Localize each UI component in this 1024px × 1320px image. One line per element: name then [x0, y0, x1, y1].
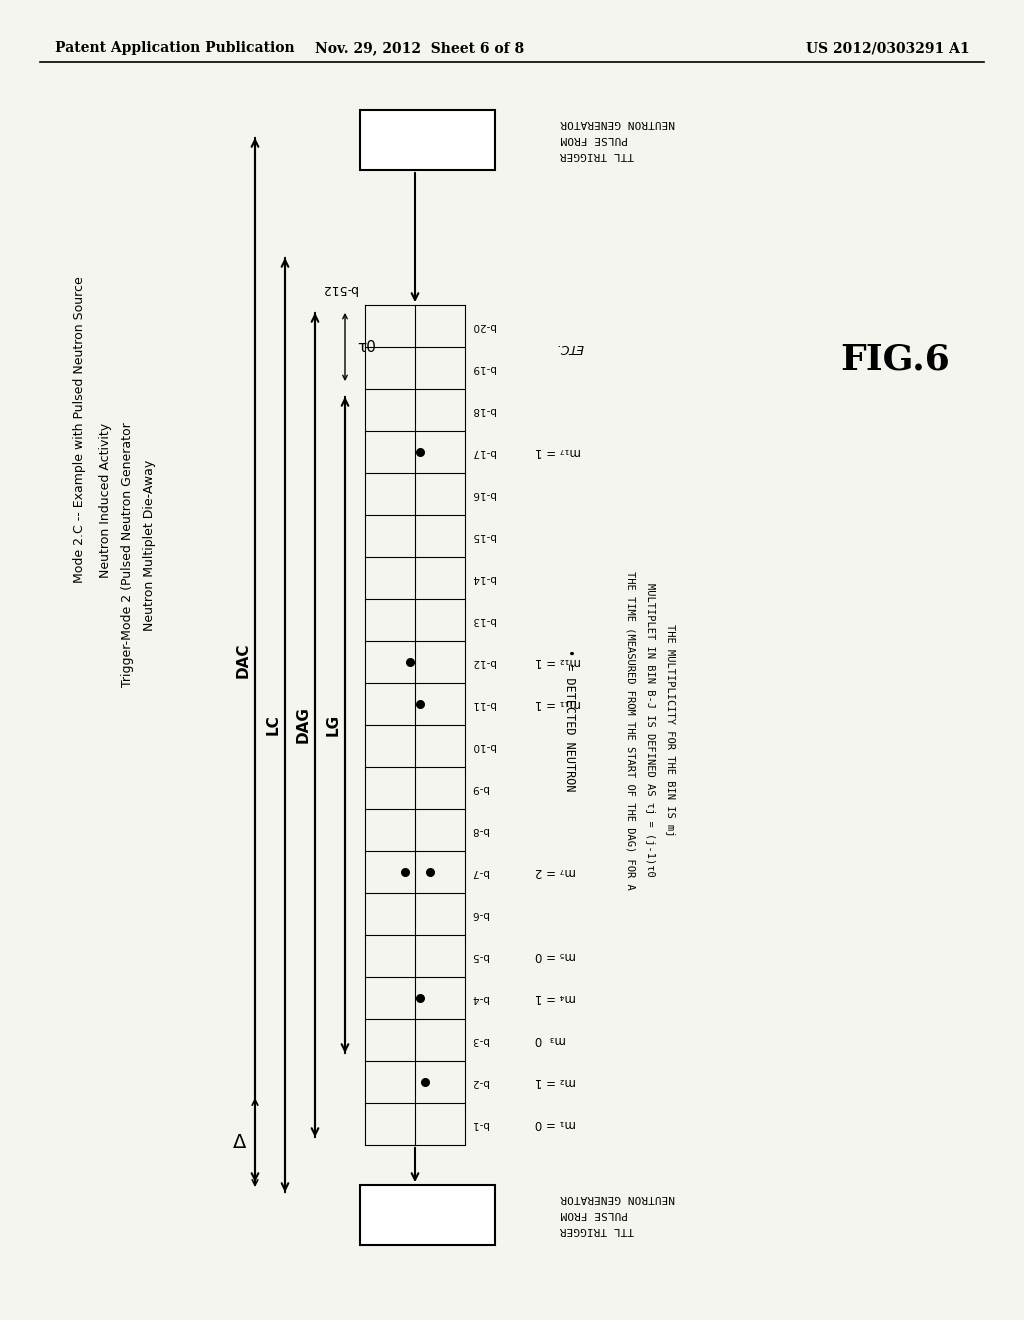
Text: b-1: b-1 — [471, 1119, 488, 1129]
Text: b-15: b-15 — [471, 531, 495, 541]
Text: LG: LG — [326, 714, 341, 737]
Bar — [360, 110, 495, 170]
Text: b-16: b-16 — [471, 488, 495, 499]
Text: US 2012/0303291 A1: US 2012/0303291 A1 — [806, 41, 970, 55]
Text: ETC.: ETC. — [555, 341, 584, 354]
Text: Neutron Multiplet Die-Away: Neutron Multiplet Die-Away — [143, 459, 157, 631]
Text: b-6: b-6 — [471, 909, 488, 919]
Text: b-19: b-19 — [471, 363, 495, 374]
Text: b-11: b-11 — [471, 700, 495, 709]
Text: b-5: b-5 — [471, 950, 488, 961]
Text: m₃  0: m₃ 0 — [535, 1034, 566, 1047]
Text: THE TIME (MEASURED FROM THE START OF THE DAG) FOR A: THE TIME (MEASURED FROM THE START OF THE… — [625, 570, 635, 890]
Bar — [360, 1185, 495, 1245]
Text: τ0: τ0 — [357, 339, 376, 355]
Text: TTL TRIGGER: TTL TRIGGER — [560, 150, 634, 160]
Text: LC: LC — [265, 714, 281, 735]
Text: b-13: b-13 — [471, 615, 495, 624]
Text: b-17: b-17 — [471, 447, 495, 457]
Text: m₂ = 1: m₂ = 1 — [535, 1076, 577, 1089]
Text: b-18: b-18 — [471, 405, 495, 414]
Text: b-4: b-4 — [471, 993, 488, 1003]
Text: b-7: b-7 — [471, 867, 488, 876]
Text: DAC: DAC — [236, 643, 251, 677]
Text: Patent Application Publication: Patent Application Publication — [55, 41, 295, 55]
Text: b-2: b-2 — [471, 1077, 488, 1086]
Text: b-10: b-10 — [471, 741, 495, 751]
Text: b-512: b-512 — [321, 282, 357, 294]
Text: m₄ = 1: m₄ = 1 — [535, 991, 577, 1005]
Text: Trigger-Mode 2 (Pulsed Neutron Generator: Trigger-Mode 2 (Pulsed Neutron Generator — [122, 422, 134, 688]
Text: m₅ = 0: m₅ = 0 — [535, 949, 575, 962]
Text: NEUTRON GENERATOR: NEUTRON GENERATOR — [560, 117, 675, 128]
Text: FIG.6: FIG.6 — [840, 343, 950, 378]
Text: • = DETECTED NEUTRON: • = DETECTED NEUTRON — [563, 648, 577, 791]
Text: b-14: b-14 — [471, 573, 495, 583]
Text: THE MULTIPLICITY FOR THE BIN IS mj: THE MULTIPLICITY FOR THE BIN IS mj — [665, 624, 675, 837]
Text: DAG: DAG — [296, 706, 310, 743]
Text: b-20: b-20 — [471, 321, 495, 331]
Text: b-3: b-3 — [471, 1035, 488, 1045]
Text: m₇ = 2: m₇ = 2 — [535, 866, 577, 879]
Text: b-8: b-8 — [471, 825, 488, 836]
Text: m₁ = 0: m₁ = 0 — [535, 1118, 577, 1130]
Text: b-12: b-12 — [471, 657, 495, 667]
Text: Mode 2.C -- Example with Pulsed Neutron Source: Mode 2.C -- Example with Pulsed Neutron … — [74, 277, 86, 583]
Text: m₁₂ = 1: m₁₂ = 1 — [535, 656, 581, 668]
Text: m₁₁ = 1: m₁₁ = 1 — [535, 697, 582, 710]
Text: PULSE FROM: PULSE FROM — [560, 1209, 628, 1218]
Text: b-9: b-9 — [471, 783, 488, 793]
Text: m₁₇ = 1: m₁₇ = 1 — [535, 446, 581, 458]
Text: Δ: Δ — [233, 1133, 247, 1152]
Text: Neutron Induced Activity: Neutron Induced Activity — [98, 422, 112, 578]
Text: Nov. 29, 2012  Sheet 6 of 8: Nov. 29, 2012 Sheet 6 of 8 — [315, 41, 524, 55]
Text: MULTIPLET IN BIN B-J IS DEFINED AS τj = (j-1)τ0: MULTIPLET IN BIN B-J IS DEFINED AS τj = … — [645, 583, 655, 876]
Text: NEUTRON GENERATOR: NEUTRON GENERATOR — [560, 1193, 675, 1203]
Text: PULSE FROM: PULSE FROM — [560, 135, 628, 144]
Text: TTL TRIGGER: TTL TRIGGER — [560, 1225, 634, 1236]
